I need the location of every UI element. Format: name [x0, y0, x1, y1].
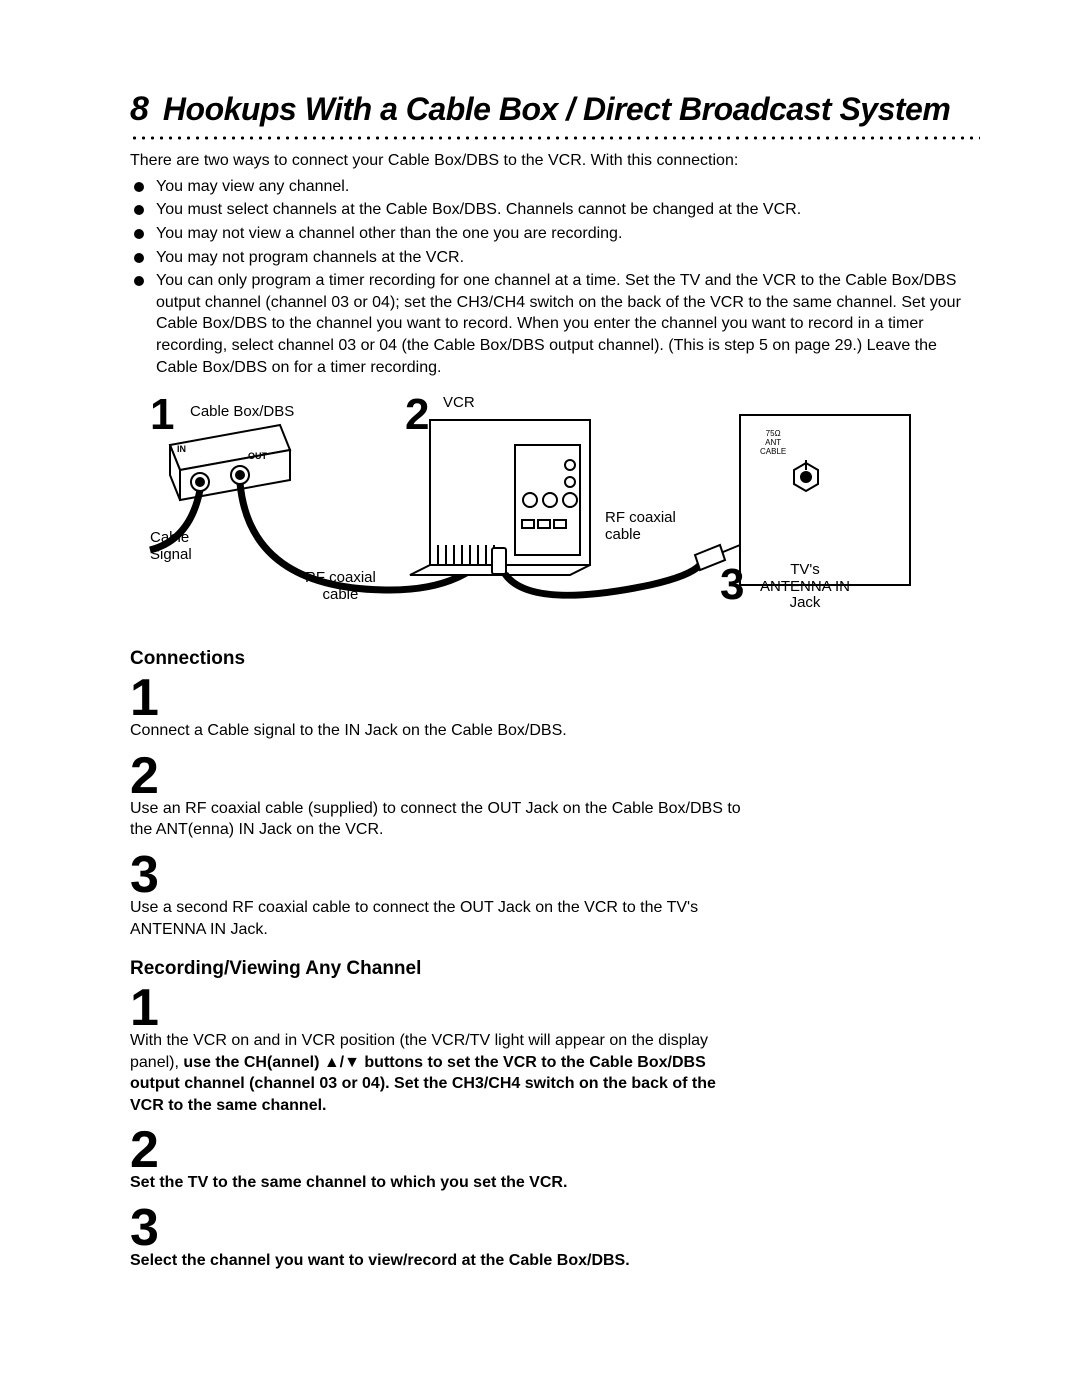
intro-text: There are two ways to connect your Cable…	[130, 151, 980, 172]
diagram-step-num: 2	[405, 390, 429, 440]
step-number: 3	[130, 849, 980, 901]
bullet-item: You may view any channel.	[130, 176, 980, 198]
bullet-item: You can only program a timer recording f…	[130, 270, 980, 378]
bullet-item: You must select channels at the Cable Bo…	[130, 199, 980, 221]
cable-signal-label: Cable Signal	[150, 530, 192, 563]
tv-jack-label: TV's ANTENNA IN Jack	[760, 562, 850, 612]
step-text: With the VCR on and in VCR position (the…	[130, 1030, 750, 1116]
bullet-item: You may not view a channel other than th…	[130, 223, 980, 245]
page-title: Hookups With a Cable Box / Direct Broadc…	[163, 91, 950, 128]
rf-cable-label-2: RF coaxial cable	[605, 510, 676, 543]
recording-step: 2 Set the TV to the same channel to whic…	[130, 1124, 980, 1194]
step-text: Connect a Cable signal to the IN Jack on…	[130, 720, 750, 742]
step-number: 1	[130, 672, 980, 724]
recording-heading: Recording/Viewing Any Channel	[130, 958, 980, 980]
connection-step: 3 Use a second RF coaxial cable to conne…	[130, 849, 980, 940]
title-row: 8 Hookups With a Cable Box / Direct Broa…	[130, 90, 980, 129]
connection-step: 1 Connect a Cable signal to the IN Jack …	[130, 672, 980, 742]
connections-heading: Connections	[130, 648, 980, 670]
step-number: 3	[130, 1202, 980, 1254]
step-text: Use an RF coaxial cable (supplied) to co…	[130, 798, 750, 841]
step-number: 2	[130, 1124, 980, 1176]
diagram-svg	[130, 390, 980, 630]
rf-cable-label: RF coaxial cable	[305, 570, 376, 603]
manual-page: 8 Hookups With a Cable Box / Direct Broa…	[0, 0, 1080, 1340]
recording-step: 3 Select the channel you want to view/re…	[130, 1202, 980, 1272]
bullet-list: You may view any channel. You must selec…	[130, 176, 980, 378]
step-bold: use the CH(annel) ▲/▼ buttons to set the…	[130, 1054, 716, 1114]
diagram-step-num: 3	[720, 560, 744, 610]
step-number: 2	[130, 750, 980, 802]
connection-step: 2 Use an RF coaxial cable (supplied) to …	[130, 750, 980, 841]
step-text: Use a second RF coaxial cable to connect…	[130, 897, 750, 940]
dotted-rule	[130, 135, 980, 141]
step-text: Set the TV to the same channel to which …	[130, 1172, 750, 1194]
step-number: 1	[130, 982, 980, 1034]
step-text: Select the channel you want to view/reco…	[130, 1250, 750, 1272]
page-number: 8	[130, 90, 149, 129]
in-label: IN	[177, 445, 186, 455]
diagram-label: Cable Box/DBS	[190, 404, 294, 421]
hookup-diagram: 1 Cable Box/DBS IN OUT Cable Signal RF c…	[130, 390, 980, 630]
diagram-step-num: 1	[150, 390, 174, 440]
vcr-label: VCR	[443, 395, 475, 412]
bullet-item: You may not program channels at the VCR.	[130, 247, 980, 269]
out-label: OUT	[248, 452, 267, 462]
recording-step: 1 With the VCR on and in VCR position (t…	[130, 982, 980, 1116]
jack-text: 75Ω ANT CABLE	[760, 430, 786, 456]
